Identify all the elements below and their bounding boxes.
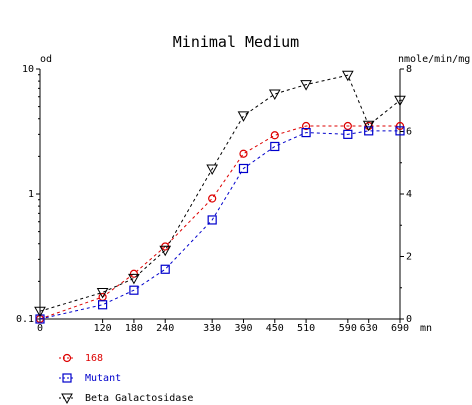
data-point-circle (270, 131, 279, 140)
data-point-square (395, 126, 405, 136)
data-point-square (343, 129, 353, 139)
x-tick-label: 510 (297, 323, 315, 334)
legend-item: Beta Galactosidase (59, 393, 193, 405)
y-right-tick-label: 4 (406, 189, 412, 200)
data-point-triangle (394, 95, 406, 107)
legend-label: Beta Galactosidase (85, 393, 193, 404)
data-point-triangle (159, 245, 172, 257)
series-line (39, 130, 400, 320)
x-tick-label: 120 (94, 323, 112, 334)
data-point-square (238, 163, 249, 174)
data-point-circle (395, 121, 405, 131)
x-axis-unit-label: mn (420, 323, 432, 334)
data-point-square (62, 373, 72, 383)
data-point-circle (343, 121, 352, 131)
data-point-circle (301, 121, 311, 131)
data-point-triangle (268, 89, 281, 101)
data-point-triangle (61, 393, 73, 405)
legend-item: 168 (59, 353, 103, 364)
x-tick-label: 590 (339, 323, 357, 334)
data-point-circle (239, 149, 248, 158)
data-point-square (270, 141, 280, 152)
data-point-triangle (341, 70, 354, 82)
data-point-triangle (300, 80, 312, 91)
x-tick-label: 450 (266, 323, 284, 334)
data-point-circle (208, 194, 217, 203)
y-right-tick-label: 0 (406, 314, 412, 325)
series-line (39, 74, 401, 312)
legend: 168 Mutant Beta Galactosidase (59, 353, 193, 405)
data-point-triangle (206, 164, 219, 176)
legend-label: 168 (85, 353, 103, 364)
data-point-square (35, 314, 45, 324)
data-point-square (98, 300, 108, 310)
series-168 (35, 121, 405, 324)
y-right-tick-label: 6 (406, 127, 412, 138)
y-left-tick-label: 0.1 (16, 314, 34, 325)
y-axis-right-label: nmole/min/mg (398, 54, 470, 65)
data-point-triangle (237, 111, 250, 122)
y-axis-left-label: od (40, 54, 52, 65)
data-point-circle (129, 269, 139, 278)
data-point-square (129, 285, 139, 295)
data-point-triangle (362, 120, 375, 132)
series-beta-galactosidase (34, 70, 406, 318)
x-tick-label: 390 (234, 323, 252, 334)
legend-label: Mutant (85, 373, 121, 384)
x-tick-label: 630 (360, 323, 378, 334)
x-tick-label: 690 (391, 323, 409, 334)
axes: 0 120 180 240 330 390 450 510 590 630 690 0.1 1 10 0 2 4… (16, 64, 412, 334)
x-tick-label: 240 (156, 323, 174, 334)
x-tick-label: 330 (203, 323, 221, 334)
y-right-tick-label: 8 (406, 64, 412, 75)
series-layer (34, 70, 406, 324)
x-tick-label: 180 (125, 323, 143, 334)
y-right-tick-label: 2 (406, 252, 412, 263)
data-point-square (207, 215, 217, 225)
chart-title: Minimal Medium (173, 33, 299, 51)
data-point-square (364, 126, 374, 136)
data-point-triangle (96, 287, 109, 299)
series-line (39, 125, 400, 320)
legend-item: Mutant (59, 373, 121, 384)
data-point-circle (62, 353, 72, 363)
data-point-triangle (34, 306, 46, 318)
data-point-triangle (128, 273, 140, 285)
x-tick-label: 0 (37, 323, 43, 334)
y-left-tick-label: 10 (22, 64, 34, 75)
data-point-square (301, 127, 311, 138)
y-left-tick-label: 1 (28, 189, 34, 200)
data-point-square (160, 264, 170, 274)
series-mutant (35, 126, 405, 324)
